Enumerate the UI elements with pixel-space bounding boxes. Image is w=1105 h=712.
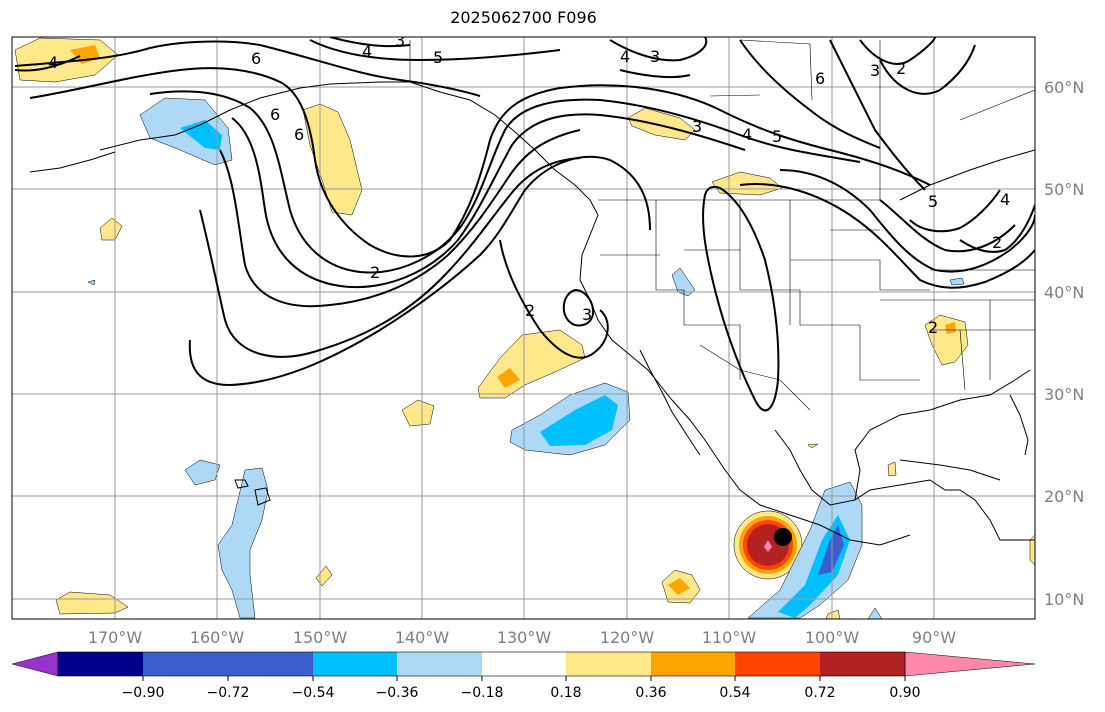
contour-label: 4 xyxy=(742,125,752,144)
colorbar-extend-right xyxy=(904,651,1036,677)
colorbar-segment xyxy=(566,652,651,676)
colorbar-segment xyxy=(482,652,566,676)
lon-label-130w: 130°W xyxy=(497,628,552,647)
lon-label-150w: 150°W xyxy=(293,628,348,647)
lat-label-30n: 30°N xyxy=(1044,385,1084,404)
colorbar-segment xyxy=(820,652,905,676)
contour-label: 6 xyxy=(270,105,280,124)
colorbar-tick-label: −0.90 xyxy=(122,685,165,701)
colorbar-tick-label: 0.72 xyxy=(804,685,835,701)
coastlines xyxy=(29,81,1035,546)
lon-label-110w: 110°W xyxy=(702,628,757,647)
contour-label: 3 xyxy=(692,117,702,136)
colorbar: −0.90 −0.72 −0.54 −0.36 −0.18 0.18 0.36 … xyxy=(11,651,1036,701)
contour-label: 2 xyxy=(928,318,938,337)
colorbar-tick-label: 0.90 xyxy=(889,685,920,701)
contour-label: 6 xyxy=(294,125,304,144)
contour-label: 5 xyxy=(772,127,782,146)
contour-label: 4 xyxy=(48,53,58,72)
lat-label-50n: 50°N xyxy=(1044,180,1084,199)
contour-label: 4 xyxy=(1000,190,1010,209)
colorbar-segment xyxy=(228,652,313,676)
contour-label: 3 xyxy=(870,61,880,80)
gridlines xyxy=(12,37,1035,619)
contour-label: 3 xyxy=(395,31,405,50)
lon-label-100w: 100°W xyxy=(805,628,860,647)
colorbar-tick-label: −0.72 xyxy=(207,685,250,701)
colorbar-tick-label: 0.36 xyxy=(635,685,666,701)
contour-label: 2 xyxy=(525,301,535,320)
colorbar-segment xyxy=(651,652,735,676)
latitude-labels: 60°N 50°N 40°N 30°N 20°N 10°N xyxy=(1044,78,1084,609)
contour-label: 4 xyxy=(620,47,630,66)
longitude-labels: 170°W 160°W 150°W 140°W 130°W 120°W 110°… xyxy=(88,628,956,647)
colorbar-segment xyxy=(313,652,397,676)
colorbar-tick-label: 0.18 xyxy=(550,685,581,701)
colorbar-segment xyxy=(735,652,820,676)
lon-label-90w: 90°W xyxy=(912,628,956,647)
lon-label-160w: 160°W xyxy=(190,628,245,647)
colorbar-tick-label: −0.36 xyxy=(376,685,419,701)
contour-label: 2 xyxy=(896,59,906,78)
colorbar-tick-label: −0.18 xyxy=(461,685,504,701)
contour-label: 5 xyxy=(928,192,938,211)
contour-label: 6 xyxy=(251,49,261,68)
contour-label: 2 xyxy=(370,263,380,282)
contour-label: 4 xyxy=(362,42,372,61)
colorbar-segment xyxy=(143,652,228,676)
lat-label-60n: 60°N xyxy=(1044,78,1084,97)
lat-label-10n: 10°N xyxy=(1044,590,1084,609)
contour-label: 3 xyxy=(582,305,592,324)
colorbar-segment xyxy=(58,652,143,676)
political-borders xyxy=(409,39,1035,411)
lon-label-120w: 120°W xyxy=(600,628,655,647)
contour-label: 6 xyxy=(815,69,825,88)
lon-label-140w: 140°W xyxy=(395,628,450,647)
contour-label: 5 xyxy=(433,48,443,67)
colorbar-tick-label: −0.54 xyxy=(292,685,335,701)
contour-labels: 4 3 4 5 6 6 4 3 3 2 6 3 4 5 6 5 4 2 2 2 … xyxy=(48,31,1010,337)
colorbar-tick-label: 0.54 xyxy=(719,685,750,701)
shaded-anomaly-fields xyxy=(14,37,1035,619)
colorbar-extend-left xyxy=(11,651,59,677)
lat-label-20n: 20°N xyxy=(1044,487,1084,506)
height-contours xyxy=(14,37,1035,412)
map-title: 2025062700 F096 xyxy=(450,8,597,27)
storm-center-dot xyxy=(774,528,792,546)
lon-label-170w: 170°W xyxy=(88,628,143,647)
contour-label: 3 xyxy=(650,47,660,66)
map-border xyxy=(11,36,1036,620)
colorbar-segment xyxy=(397,652,482,676)
lat-label-40n: 40°N xyxy=(1044,283,1084,302)
contour-label: 2 xyxy=(992,233,1002,252)
